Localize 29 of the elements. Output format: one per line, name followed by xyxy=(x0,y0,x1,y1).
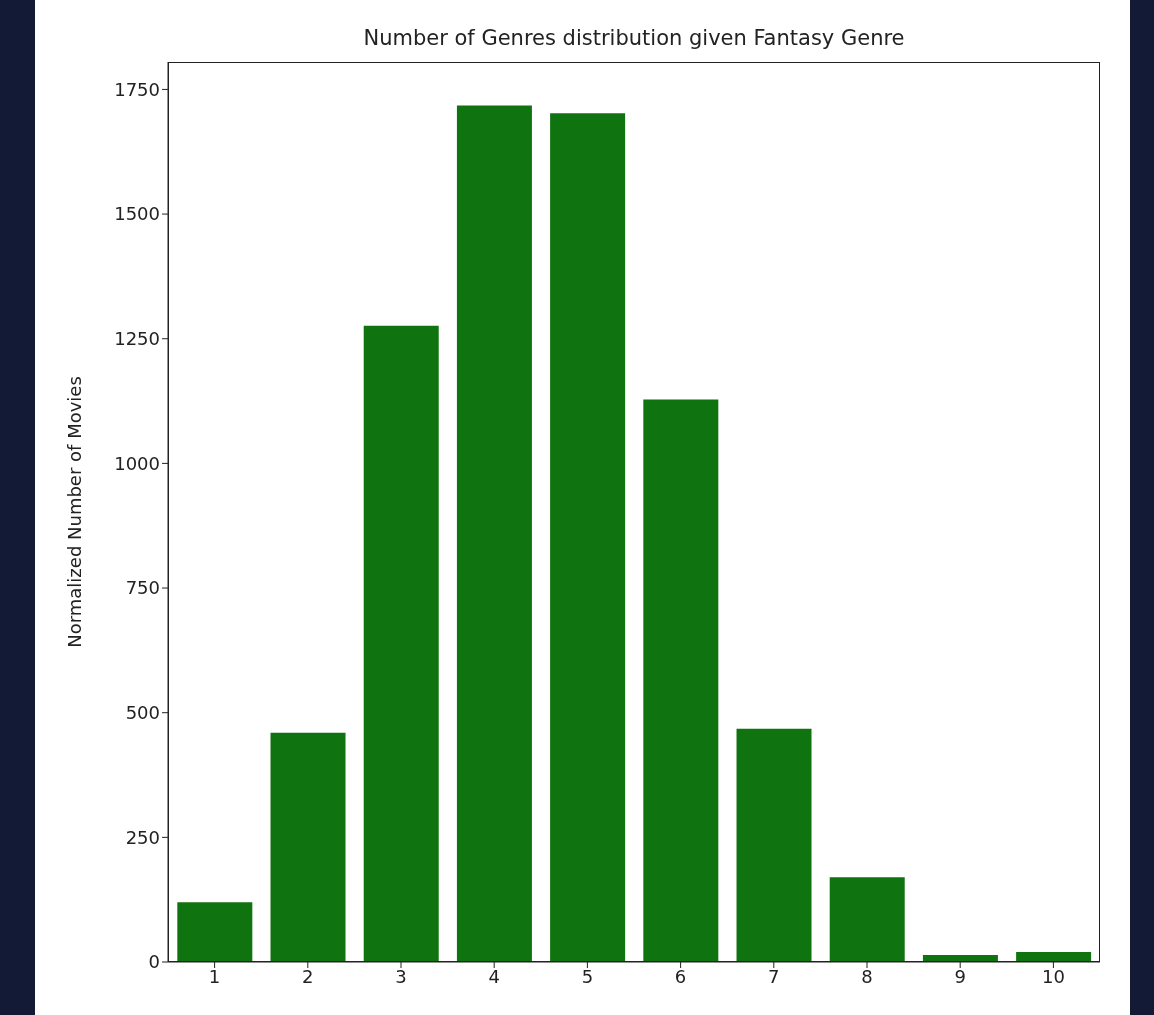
x-tick-label: 3 xyxy=(395,965,407,987)
bar xyxy=(550,113,626,962)
y-tick-label: 500 xyxy=(125,702,160,724)
x-tick-label: 4 xyxy=(488,965,500,987)
x-tick-label: 10 xyxy=(1041,965,1065,987)
y-tick-label: 250 xyxy=(125,826,160,848)
x-tick-label: 6 xyxy=(674,965,687,987)
bar xyxy=(736,728,812,962)
bar xyxy=(363,325,439,962)
bar xyxy=(643,399,719,962)
y-tick-label: 1250 xyxy=(114,328,160,350)
bar xyxy=(270,732,346,962)
x-tick-label: 9 xyxy=(954,965,966,987)
y-tick-label: 750 xyxy=(125,577,160,599)
x-tick-label: 7 xyxy=(768,965,780,987)
x-tick-label: 8 xyxy=(861,965,873,987)
x-tick-label: 2 xyxy=(302,965,314,987)
bar xyxy=(829,877,905,962)
bar xyxy=(1016,952,1092,962)
x-tick-label: 1 xyxy=(208,965,221,987)
y-tick-label: 1000 xyxy=(114,452,160,474)
bar xyxy=(177,902,253,962)
y-tick-label: 1500 xyxy=(114,203,160,225)
x-tick-label: 5 xyxy=(581,965,594,987)
y-tick-label: 0 xyxy=(148,951,160,973)
bar xyxy=(456,105,532,962)
chart-title: Number of Genres distribution given Fantasy Genre xyxy=(362,26,906,50)
y-tick-label: 1750 xyxy=(114,78,160,100)
y-axis-title: Normalized Number of Movies xyxy=(64,376,86,648)
